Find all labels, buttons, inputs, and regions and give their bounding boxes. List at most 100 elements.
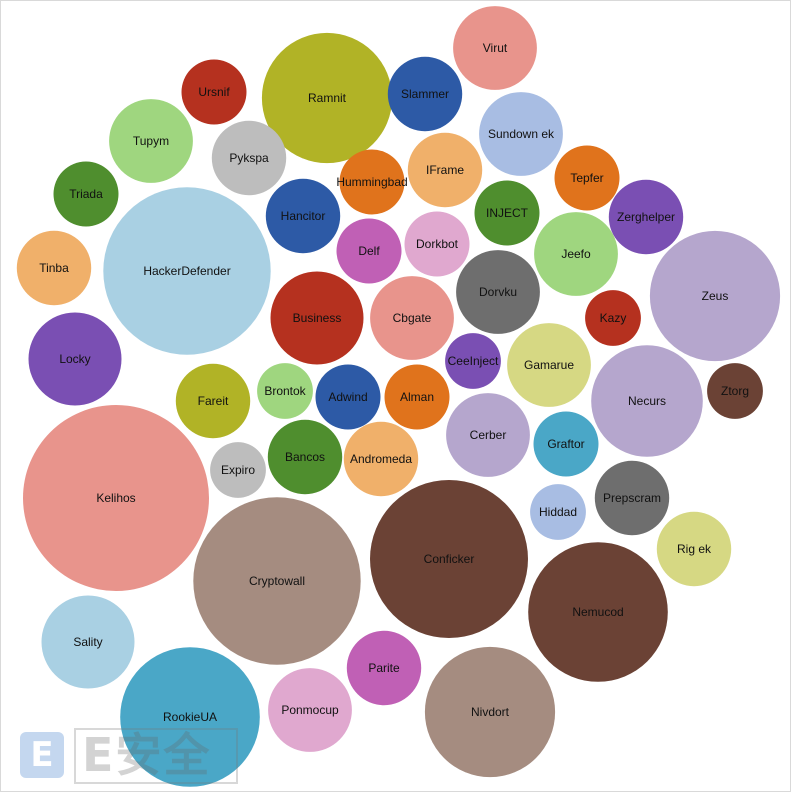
bubble-circle-hackerdefender <box>103 187 271 355</box>
bubble-kelihos: Kelihos <box>23 405 209 591</box>
bubble-circle-hiddad <box>530 484 586 540</box>
bubble-label-zeus: Zeus <box>702 289 729 303</box>
bubble-label-zerghelper: Zerghelper <box>617 210 675 224</box>
bubble-sality: Sality <box>41 595 135 689</box>
bubble-label-ztorg: Ztorg <box>721 384 749 398</box>
bubble-circle-dorkbot <box>404 211 470 277</box>
bubble-label-delf: Delf <box>358 244 380 258</box>
bubble-label-cerber: Cerber <box>470 428 507 442</box>
bubble-slammer: Slammer <box>387 56 463 132</box>
bubble-label-cbgate: Cbgate <box>393 311 432 325</box>
bubble-ponmocup: Ponmocup <box>268 668 352 752</box>
bubble-label-graftor: Graftor <box>547 437 584 451</box>
bubble-circle-triada <box>53 161 119 227</box>
bubble-circle-graftor <box>533 411 599 477</box>
bubble-circle-nivdort <box>424 646 556 778</box>
bubble-label-kazy: Kazy <box>600 311 627 325</box>
bubble-circle-gamarue <box>507 323 591 407</box>
bubble-label-ursnif: Ursnif <box>198 85 230 99</box>
bubble-jeefo: Jeefo <box>534 212 618 296</box>
bubble-circle-iframe <box>407 132 483 208</box>
bubble-triada: Triada <box>53 161 119 227</box>
bubble-hancitor: Hancitor <box>265 178 341 254</box>
bubble-circle-ceeinject <box>445 333 501 389</box>
bubble-sundown-ek: Sundown ek <box>479 92 563 176</box>
bubble-conficker: Conficker <box>370 480 528 638</box>
bubble-graftor: Graftor <box>533 411 599 477</box>
bubble-iframe: IFrame <box>407 132 483 208</box>
bubble-circle-locky <box>28 312 122 406</box>
watermark-frame <box>74 728 238 784</box>
bubble-circle-business <box>270 271 364 365</box>
bubble-zeus: Zeus <box>649 230 781 362</box>
bubble-label-expiro: Expiro <box>221 463 255 477</box>
bubble-label-parite: Parite <box>368 661 400 675</box>
bubble-delf: Delf <box>336 218 402 284</box>
bubble-label-necurs: Necurs <box>628 394 666 408</box>
bubble-circle-sality <box>41 595 135 689</box>
bubble-hackerdefender: HackerDefender <box>103 187 271 355</box>
bubble-circle-dorvku <box>456 250 540 334</box>
bubble-cerber: Cerber <box>446 393 530 477</box>
bubble-inject: INJECT <box>474 180 540 246</box>
bubble-adwind: Adwind <box>315 364 381 430</box>
bubble-brontok: Brontok <box>257 363 313 419</box>
bubble-circle-sundown-ek <box>479 92 563 176</box>
bubble-label-andromeda: Andromeda <box>350 452 412 466</box>
bubble-ramnit: Ramnit <box>261 32 393 164</box>
bubble-circle-parite <box>346 630 422 706</box>
bubble-circle-nemucod <box>528 542 668 682</box>
bubble-label-iframe: IFrame <box>426 163 464 177</box>
bubble-label-pykspa: Pykspa <box>229 151 269 165</box>
bubble-tupym: Tupym <box>109 99 193 183</box>
bubble-circle-adwind <box>315 364 381 430</box>
bubble-locky: Locky <box>28 312 122 406</box>
bubble-label-virut: Virut <box>483 41 508 55</box>
bubble-tinba: Tinba <box>16 230 92 306</box>
bubble-circle-ramnit <box>261 32 393 164</box>
bubble-label-brontok: Brontok <box>264 384 306 398</box>
bubble-pykspa: Pykspa <box>211 120 287 196</box>
bubble-circle-delf <box>336 218 402 284</box>
bubble-circle-ursnif <box>181 59 247 125</box>
bubble-label-triada: Triada <box>69 187 103 201</box>
bubble-circle-pykspa <box>211 120 287 196</box>
bubble-cbgate: Cbgate <box>370 276 454 360</box>
bubble-fareit: Fareit <box>175 363 251 439</box>
bubble-circle-bancos <box>267 419 343 495</box>
bubble-circle-tinba <box>16 230 92 306</box>
bubble-label-hackerdefender: HackerDefender <box>143 264 230 278</box>
bubble-necurs: Necurs <box>591 345 703 457</box>
bubble-circle-brontok <box>257 363 313 419</box>
bubble-label-hummingbad: Hummingbad <box>336 175 407 189</box>
bubble-cryptowall: Cryptowall <box>193 497 361 665</box>
bubble-label-cryptowall: Cryptowall <box>249 574 305 588</box>
bubble-circle-fareit <box>175 363 251 439</box>
bubble-alman: Alman <box>384 364 450 430</box>
bubble-label-business: Business <box>293 311 342 325</box>
bubble-label-ponmocup: Ponmocup <box>281 703 339 717</box>
bubble-rookieua: RookieUA <box>120 647 260 787</box>
bubble-nivdort: Nivdort <box>424 646 556 778</box>
bubble-label-tinba: Tinba <box>39 261 69 275</box>
bubble-circle-necurs <box>591 345 703 457</box>
bubble-label-hancitor: Hancitor <box>281 209 326 223</box>
bubble-label-alman: Alman <box>400 390 434 404</box>
bubble-circle-kelihos <box>23 405 209 591</box>
bubble-andromeda: Andromeda <box>343 421 419 497</box>
bubble-label-rig-ek: Rig ek <box>677 542 712 556</box>
bubble-expiro: Expiro <box>210 442 266 498</box>
bubble-kazy: Kazy <box>585 290 641 346</box>
bubble-circle-conficker <box>370 480 528 638</box>
bubble-label-jeefo: Jeefo <box>561 247 591 261</box>
bubble-circle-prepscram <box>594 460 670 536</box>
bubble-label-nivdort: Nivdort <box>471 705 510 719</box>
bubble-label-conficker: Conficker <box>424 552 475 566</box>
bubble-circle-virut <box>453 6 537 90</box>
bubble-circle-hancitor <box>265 178 341 254</box>
bubble-hummingbad: Hummingbad <box>336 149 408 215</box>
bubble-circle-zeus <box>649 230 781 362</box>
bubble-label-gamarue: Gamarue <box>524 358 574 372</box>
bubble-business: Business <box>270 271 364 365</box>
